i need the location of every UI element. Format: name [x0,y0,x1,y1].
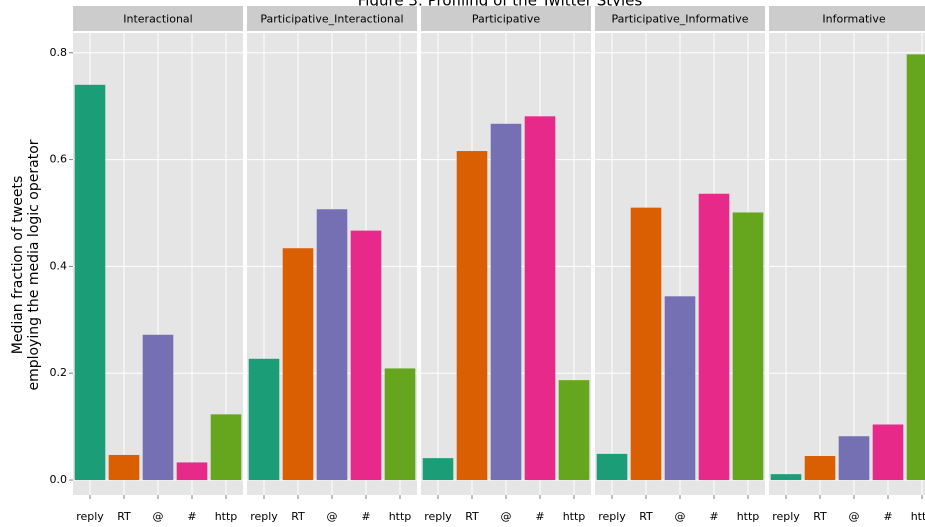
strip-label: Participative [472,13,540,26]
bar [176,462,208,481]
x-tick-label: reply [250,510,278,523]
x-tick-label: # [361,510,370,523]
strip [595,6,765,31]
bar [770,474,802,481]
bar [282,248,314,481]
x-tick-label: RT [813,510,827,523]
x-tick-label: # [535,510,544,523]
bar [210,414,242,481]
y-tick-label: 0.6 [50,153,68,166]
strip-label: Interactional [123,13,192,26]
x-tick-label: reply [76,510,104,523]
y-tick-label: 0.2 [50,366,68,379]
x-tick-label: reply [424,510,452,523]
x-tick-label: @ [327,510,338,523]
strip [421,6,591,31]
bar [872,424,904,481]
x-tick-label: http [215,510,238,523]
bar [422,458,454,481]
y-tick-label: 0.0 [50,473,68,486]
x-tick-label: RT [465,510,479,523]
bar [630,207,662,481]
x-tick-label: @ [849,510,860,523]
x-tick-label: reply [772,510,800,523]
bar [698,193,730,481]
bar [838,436,870,481]
x-tick-label: http [389,510,412,523]
x-tick-label: http [737,510,760,523]
strip-label: Informative [822,13,885,26]
chart-title: Figure 3: Profiling of the Twitter Style… [358,0,643,10]
x-tick-label: http [563,510,586,523]
x-tick-label: RT [291,510,305,523]
strip-label: Participative_Informative [612,13,749,26]
bar [74,84,106,481]
strip [73,6,243,31]
x-tick-label: # [883,510,892,523]
strip-label: Participative_Interactional [260,13,403,26]
bar [490,123,522,481]
x-tick-label: RT [639,510,653,523]
y-tick-label: 0.4 [50,259,68,272]
bar [558,380,590,481]
x-tick-label: reply [598,510,626,523]
strip [247,6,417,31]
x-tick-label: http [911,510,925,523]
bar [906,54,925,481]
bar [596,453,628,481]
bar [350,230,382,481]
x-tick-label: @ [675,510,686,523]
y-axis-label: employing the media logic operator [26,139,42,390]
x-tick-label: RT [117,510,131,523]
panel-background [769,33,925,495]
bar [108,454,140,481]
strip [769,6,925,31]
x-tick-label: # [709,510,718,523]
x-tick-label: # [187,510,196,523]
bar [456,151,488,481]
bar [142,334,174,481]
x-tick-label: @ [501,510,512,523]
bar [732,212,764,481]
bar [316,209,348,481]
x-tick-label: @ [153,510,164,523]
y-tick-label: 0.8 [50,46,68,59]
bar [664,296,696,481]
bar [248,358,280,481]
bar [804,456,836,481]
bar [384,368,416,481]
y-axis-label: Median fraction of tweets [10,176,26,355]
bar [524,116,556,481]
